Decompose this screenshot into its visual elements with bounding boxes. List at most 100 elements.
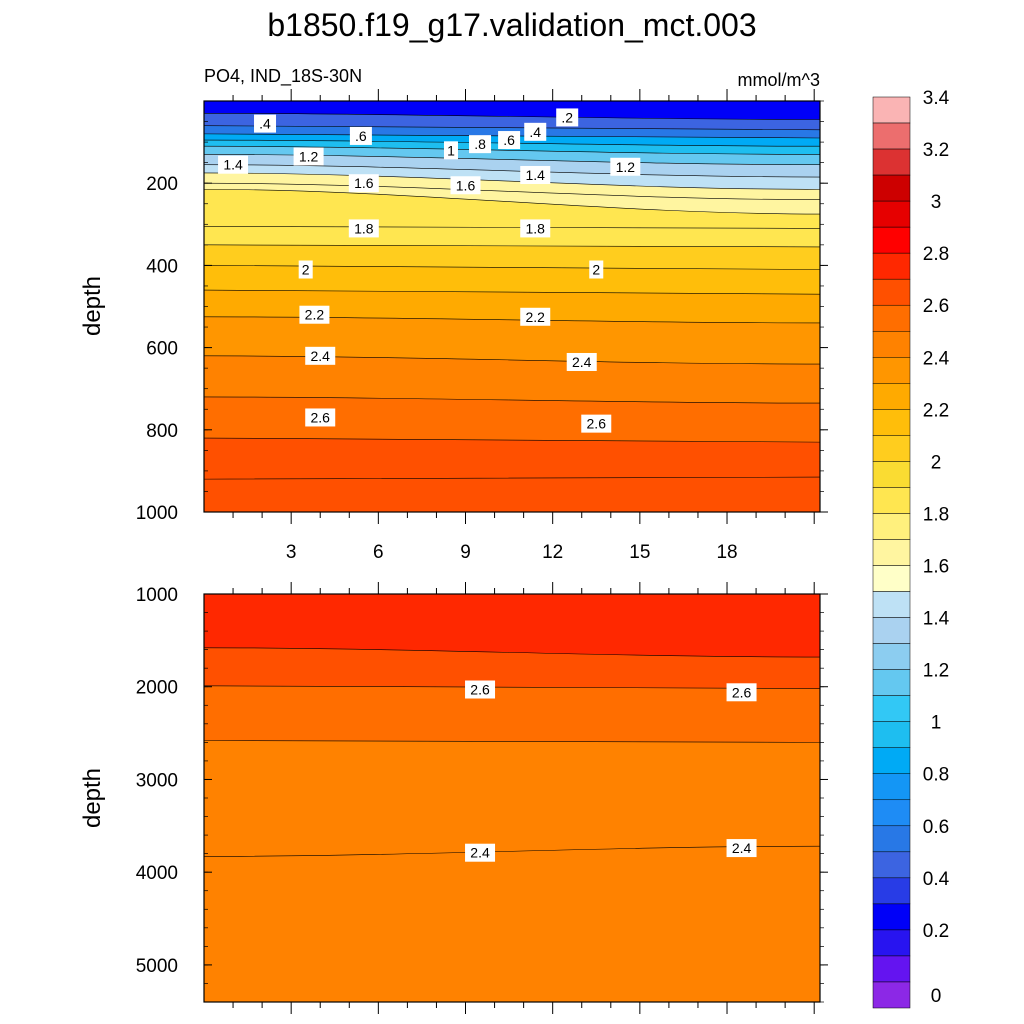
contour-label: .4 xyxy=(259,116,271,132)
x-tick-label: 6 xyxy=(373,542,384,563)
colorbar-label: 0.6 xyxy=(923,817,949,838)
colorbar-swatch xyxy=(872,669,911,696)
contour-label: 2.6 xyxy=(587,416,607,432)
contour-line xyxy=(204,154,820,166)
colorbar-label: 0.4 xyxy=(923,869,950,890)
colorbar-swatch xyxy=(872,955,911,983)
y-tick-label: 200 xyxy=(146,174,178,195)
colorbar-swatch xyxy=(872,278,911,306)
colorbar-swatch xyxy=(872,357,911,384)
chart-title: b1850.f19_g17.validation_mct.003 xyxy=(267,7,756,43)
colorbar-swatch xyxy=(872,721,911,748)
colorbar-swatch xyxy=(872,487,911,514)
colorbar-swatch xyxy=(872,825,911,853)
contour-label: .6 xyxy=(503,132,515,148)
contour-label-box xyxy=(218,155,249,174)
contour-label: 1.8 xyxy=(526,220,546,236)
x-tick-label: 18 xyxy=(716,542,737,563)
x-tick-label: 12 xyxy=(542,542,563,563)
contour-label-box xyxy=(254,114,277,133)
colorbar-swatch xyxy=(872,747,911,774)
colorbar-label: 3.4 xyxy=(923,88,950,109)
colorbar-swatch xyxy=(872,929,911,957)
colorbar-swatch xyxy=(872,461,911,488)
colorbar-label: 1.6 xyxy=(923,557,949,578)
contour-label-box xyxy=(520,165,551,184)
colorbar-swatch xyxy=(872,409,911,436)
contour-label: 1.2 xyxy=(616,159,636,175)
contour-label: 2.2 xyxy=(526,309,546,325)
contour-label-box xyxy=(726,683,757,702)
x-tick-label: 9 xyxy=(460,542,471,563)
contour-line xyxy=(204,740,820,743)
contour-line xyxy=(204,647,820,658)
contour-label: 2.6 xyxy=(310,409,330,425)
colorbar-swatch xyxy=(872,851,911,879)
colorbar-swatch xyxy=(872,226,911,254)
contour-line xyxy=(204,476,820,480)
contour-line xyxy=(204,164,820,178)
contour-line xyxy=(204,355,820,365)
colorbar-swatch xyxy=(872,383,911,410)
colorbar-label: 3 xyxy=(931,192,942,213)
contour-label: 1.4 xyxy=(526,167,546,183)
contour-label: 1.2 xyxy=(299,148,319,164)
colorbar-swatch xyxy=(872,617,911,644)
contour-label: 2.4 xyxy=(310,348,330,364)
contour-label: 1.6 xyxy=(456,177,476,193)
contour-label: 2 xyxy=(302,262,310,278)
contour-label-box xyxy=(465,843,496,862)
contour-label-box xyxy=(349,126,372,145)
colorbar-label: 1.8 xyxy=(923,504,949,525)
y-tick-label: 600 xyxy=(146,339,178,360)
x-tick-label: 15 xyxy=(629,542,650,563)
contour-line xyxy=(204,113,820,120)
colorbar-swatch xyxy=(872,773,911,801)
colorbar-swatch xyxy=(872,513,911,540)
contour-label-box xyxy=(305,408,336,427)
colorbar-label: 0 xyxy=(931,986,942,1007)
contour-label-box xyxy=(610,157,641,176)
y-axis-label: depth xyxy=(79,276,106,336)
y-tick-label: 3000 xyxy=(136,770,178,791)
colorbar-swatch xyxy=(872,331,911,358)
colorbar-label: 3.2 xyxy=(923,140,949,161)
contour-label-box xyxy=(465,680,496,699)
y-tick-label: 5000 xyxy=(136,956,178,977)
colorbar-label: 0.2 xyxy=(923,921,949,942)
contour-label-box xyxy=(450,176,481,195)
contour-label: 1.6 xyxy=(354,175,374,191)
contour-label-box xyxy=(298,260,313,279)
contour-line xyxy=(204,189,820,215)
contour-label-box xyxy=(566,352,597,371)
colorbar-swatch xyxy=(872,695,911,722)
colorbar-label: 2.2 xyxy=(923,400,949,421)
colorbar-swatch xyxy=(872,903,911,931)
colorbar-label: 2.8 xyxy=(923,244,949,265)
contour-label: 1.4 xyxy=(223,157,243,173)
colorbar-swatch xyxy=(872,96,911,124)
contour-label-box xyxy=(524,122,547,141)
colorbar-label: 1.2 xyxy=(923,661,949,682)
y-tick-label: 800 xyxy=(146,421,178,442)
colorbar-swatch xyxy=(872,539,911,566)
colorbar: 0 0.2 0.4 0.6 0.8 1 1.2 1.4 1.6 1.8 2 2.2 2.4 2.6 2.8 3… xyxy=(872,88,950,1009)
contour-label: .2 xyxy=(561,109,573,125)
band-fill xyxy=(204,101,820,120)
contour-label: .4 xyxy=(529,124,541,140)
contour-label-box xyxy=(348,219,379,238)
contour-label: 2.4 xyxy=(732,840,752,856)
colorbar-swatch xyxy=(872,591,911,618)
contour-label: 2.2 xyxy=(305,307,325,323)
colorbar-label: 1.4 xyxy=(923,609,950,630)
colorbar-swatch xyxy=(872,200,911,228)
panel-lower: 2.6 2.6 2.4 2.4 1000 2000 3000 4000 5000 depth xyxy=(79,582,828,1014)
colorbar-label: 2.6 xyxy=(923,296,949,317)
colorbar-label: 2.4 xyxy=(923,348,950,369)
colorbar-swatch xyxy=(872,252,911,280)
contour-label-box xyxy=(520,307,551,326)
colorbar-swatch xyxy=(872,304,911,332)
contour-label: .8 xyxy=(474,136,486,152)
band-fill xyxy=(204,594,820,658)
